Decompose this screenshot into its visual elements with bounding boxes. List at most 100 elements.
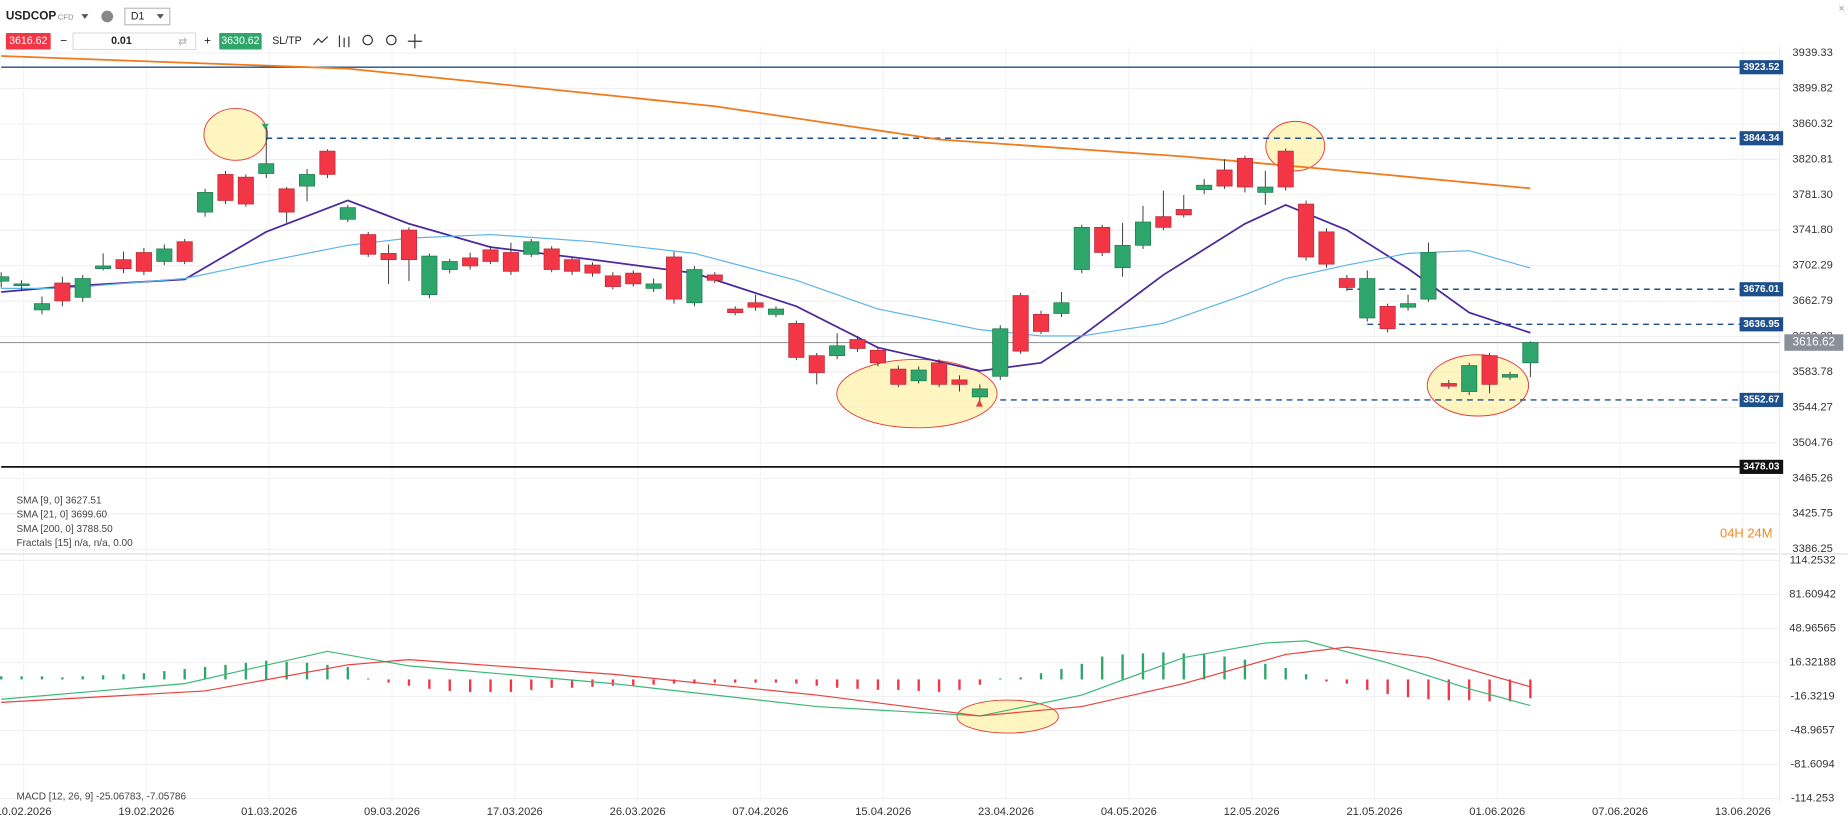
zoom-in[interactable] xyxy=(385,34,397,46)
price-tag xyxy=(1739,459,1784,474)
sell-button[interactable] xyxy=(5,32,51,50)
macd-tick-label: -114.253 xyxy=(1791,792,1834,804)
candle-body xyxy=(441,261,458,270)
macd-legend: MACD [12, 26, 9] -25.06783, -7.05786 xyxy=(17,791,187,802)
candle-body xyxy=(931,362,948,385)
candle-body xyxy=(869,349,886,364)
sltp-button[interactable]: SL/TP xyxy=(272,35,301,47)
timeframe-select[interactable] xyxy=(124,7,171,26)
price-tick-label: 3820.81 xyxy=(1792,153,1832,165)
date-label: 21.05.2026 xyxy=(1346,806,1402,818)
candle-body xyxy=(645,283,662,289)
indicator-tool[interactable] xyxy=(338,35,350,48)
candle-body xyxy=(217,174,234,201)
swap-icon[interactable]: ⇄ xyxy=(178,36,187,48)
candle-body xyxy=(1461,365,1478,392)
candle-body xyxy=(299,174,316,187)
volume-input[interactable] xyxy=(72,32,197,51)
candle-body xyxy=(1481,355,1498,385)
symbol[interactable]: USDCOP xyxy=(6,10,56,23)
candle-body xyxy=(951,379,968,385)
plus-button[interactable]: + xyxy=(204,34,211,47)
candle-body xyxy=(604,275,621,287)
date-label: 26.03.2026 xyxy=(610,806,666,818)
bar-countdown: 04H 24M xyxy=(1720,525,1773,540)
price-tag-label: 3478.03 xyxy=(1743,462,1780,473)
line-tool[interactable] xyxy=(313,36,329,46)
candle-body xyxy=(176,241,193,262)
candle-body xyxy=(502,252,519,272)
volume: 0.01 xyxy=(111,35,132,47)
close-button[interactable]: × xyxy=(1839,3,1845,15)
macd-tick-label: 81.60942 xyxy=(1789,588,1836,600)
candle-body xyxy=(197,192,214,213)
candle-body xyxy=(0,276,10,282)
candle-body xyxy=(1033,314,1050,332)
macd-tick-label: -16.3219 xyxy=(1791,690,1835,702)
price-tick-label: 3583.78 xyxy=(1792,366,1832,378)
candle-body xyxy=(54,282,71,302)
annotation-ellipse xyxy=(1426,354,1530,417)
candle-body xyxy=(1236,157,1253,188)
current-price-tag xyxy=(1784,334,1844,351)
candle-body xyxy=(788,323,805,358)
candle-body xyxy=(1522,342,1539,364)
candle-body xyxy=(1257,186,1274,193)
price-tag-label: 3676.01 xyxy=(1743,284,1780,295)
annotation-ellipse xyxy=(203,107,269,161)
price-tick-label: 3781.30 xyxy=(1792,189,1832,201)
sell-price: 3616.62 xyxy=(9,35,47,47)
candle-body xyxy=(564,259,581,272)
candle-body xyxy=(1501,374,1518,378)
instrument-kind: CFD xyxy=(58,13,74,22)
price-tag-label: 3636.95 xyxy=(1743,319,1780,330)
candle-body xyxy=(156,248,173,262)
candle-body xyxy=(849,339,866,349)
price-tag xyxy=(1739,282,1784,297)
symbol-dropdown[interactable] xyxy=(81,14,89,19)
candle-body xyxy=(523,241,540,255)
buy-button[interactable] xyxy=(219,32,262,50)
candle-body xyxy=(115,259,132,269)
candle-body xyxy=(319,150,336,175)
candle-body xyxy=(1379,305,1396,330)
candle-body xyxy=(1175,209,1192,216)
price-tick-label: 3465.26 xyxy=(1792,472,1832,484)
crosshair-tool[interactable] xyxy=(407,34,422,49)
date-label: 17.03.2026 xyxy=(487,806,543,818)
zoom-out[interactable] xyxy=(362,34,374,46)
macd-tick-label: -48.9657 xyxy=(1791,724,1835,736)
candle-body xyxy=(278,188,295,213)
macd-tick-label: 48.96565 xyxy=(1789,622,1836,634)
candle-body xyxy=(1359,278,1376,319)
candle-body xyxy=(1073,227,1090,270)
price-tag xyxy=(1739,317,1784,332)
annotation-ellipse xyxy=(836,358,998,429)
candle-body xyxy=(237,176,254,205)
sma-legend: SMA [21, 0] 3699.60 xyxy=(17,510,108,521)
info-icon[interactable] xyxy=(101,10,114,23)
candle-body xyxy=(462,257,479,267)
candle-body xyxy=(890,368,907,385)
price-tag-label: 3552.67 xyxy=(1743,395,1780,406)
candle-body xyxy=(747,302,764,308)
sma-line xyxy=(1,55,1531,190)
annotation-ellipse xyxy=(1265,120,1326,172)
price-tick-label: 3504.76 xyxy=(1792,437,1832,449)
sma-legend: SMA [200, 0] 3788.50 xyxy=(17,524,114,535)
candle-body xyxy=(543,248,560,270)
date-label: 19.02.2026 xyxy=(118,806,174,818)
candle-body xyxy=(767,308,784,315)
minus-button[interactable]: − xyxy=(60,34,67,47)
macd-line xyxy=(1,646,1531,717)
date-label: 13.06.2026 xyxy=(1715,806,1771,818)
candle-body xyxy=(808,355,825,374)
candle-body xyxy=(1277,150,1294,188)
candle-body xyxy=(666,256,683,300)
timeframe: D1 xyxy=(131,10,145,22)
date-label: 04.05.2026 xyxy=(1101,806,1157,818)
candle-body xyxy=(829,345,846,357)
candle-body xyxy=(1196,184,1213,191)
candle-body xyxy=(1094,227,1111,253)
buy-price: 3630.62 xyxy=(221,35,259,47)
